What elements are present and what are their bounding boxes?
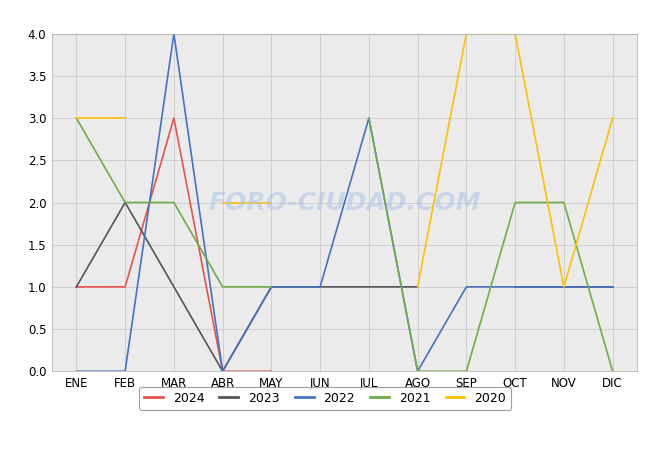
Text: Matriculaciones de Vehiculos en Vezdemarbán: Matriculaciones de Vehiculos en Vezdemar… — [116, 8, 534, 26]
2022 — [560, 284, 568, 290]
2023 — [608, 284, 616, 290]
2020 — [413, 284, 421, 290]
2022 — [365, 115, 373, 121]
2022 — [72, 369, 81, 374]
2021 — [511, 200, 519, 205]
2021 — [463, 369, 471, 374]
2020 — [511, 31, 519, 36]
2022 — [608, 284, 616, 290]
2022 — [121, 369, 129, 374]
Legend: 2024, 2023, 2022, 2021, 2020: 2024, 2023, 2022, 2021, 2020 — [139, 387, 511, 410]
2022 — [218, 369, 227, 374]
Line: 2021: 2021 — [369, 118, 612, 371]
2020 — [608, 115, 616, 121]
2022 — [316, 284, 324, 290]
Line: 2020: 2020 — [417, 34, 612, 287]
2022 — [268, 284, 276, 290]
Text: FORO-CIUDAD.COM: FORO-CIUDAD.COM — [208, 190, 481, 215]
2022 — [413, 369, 421, 374]
2022 — [511, 284, 519, 290]
2020 — [463, 31, 471, 36]
2022 — [170, 31, 178, 36]
2023 — [511, 284, 519, 290]
Text: http://www.foro-ciudad.com: http://www.foro-ciudad.com — [492, 432, 637, 443]
2021 — [560, 200, 568, 205]
2021 — [608, 369, 616, 374]
2021 — [365, 115, 373, 121]
2022 — [463, 284, 471, 290]
2021 — [413, 369, 421, 374]
Line: 2022: 2022 — [77, 34, 612, 371]
2023 — [560, 284, 568, 290]
2020 — [560, 284, 568, 290]
